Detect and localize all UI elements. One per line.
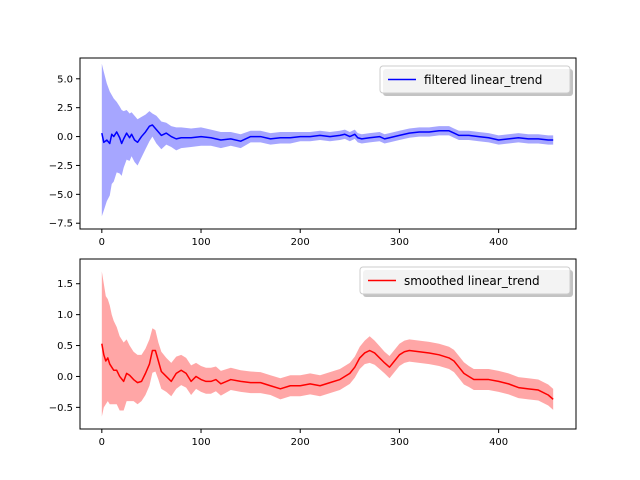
x-tick-label: 300	[390, 437, 409, 448]
legend-label: filtered linear_trend	[424, 73, 542, 87]
series-line	[101, 124, 554, 145]
x-tick-label: 400	[489, 237, 508, 248]
x-tick-label: 0	[99, 437, 105, 448]
legend-label: smoothed linear_trend	[404, 274, 540, 288]
axes-frame	[79, 57, 577, 230]
x-tick-label: 0	[99, 237, 105, 248]
x-tick-label: 200	[291, 437, 310, 448]
y-tick-label: 5.0	[57, 74, 73, 85]
y-tick-label: −5.0	[49, 190, 73, 201]
y-tick-label: 2.5	[57, 103, 73, 114]
y-tick-label: 1.5	[57, 279, 73, 290]
axes-2: 0 100 200 300 400 −0.5 0.0 0.5 1.0 1.5 smoothed li…	[49, 258, 577, 448]
y-tick-label: −2.5	[49, 161, 73, 172]
legend-box	[379, 65, 571, 94]
confidence-band	[101, 63, 554, 217]
y-tick-label: −7.5	[49, 219, 73, 230]
x-tick-label: 200	[291, 237, 310, 248]
y-tick-label: 0.0	[57, 132, 73, 143]
x-tick-label: 100	[191, 437, 210, 448]
axes-frame	[79, 258, 577, 430]
y-tick-label: 1.0	[57, 310, 73, 321]
x-tick-label: 100	[191, 237, 210, 248]
y-tick-label: 0.0	[57, 372, 73, 383]
x-tick-label: 300	[390, 237, 409, 248]
y-tick-label: 0.5	[57, 341, 73, 352]
x-tick-label: 400	[489, 437, 508, 448]
legend-box	[359, 266, 571, 295]
series-line	[101, 343, 554, 400]
axes-1: 0 100 200 300 400 −7.5 −5.0 −2.5 0.0 2.5 5.0 filter…	[49, 57, 577, 248]
y-tick-label: −0.5	[49, 403, 73, 414]
